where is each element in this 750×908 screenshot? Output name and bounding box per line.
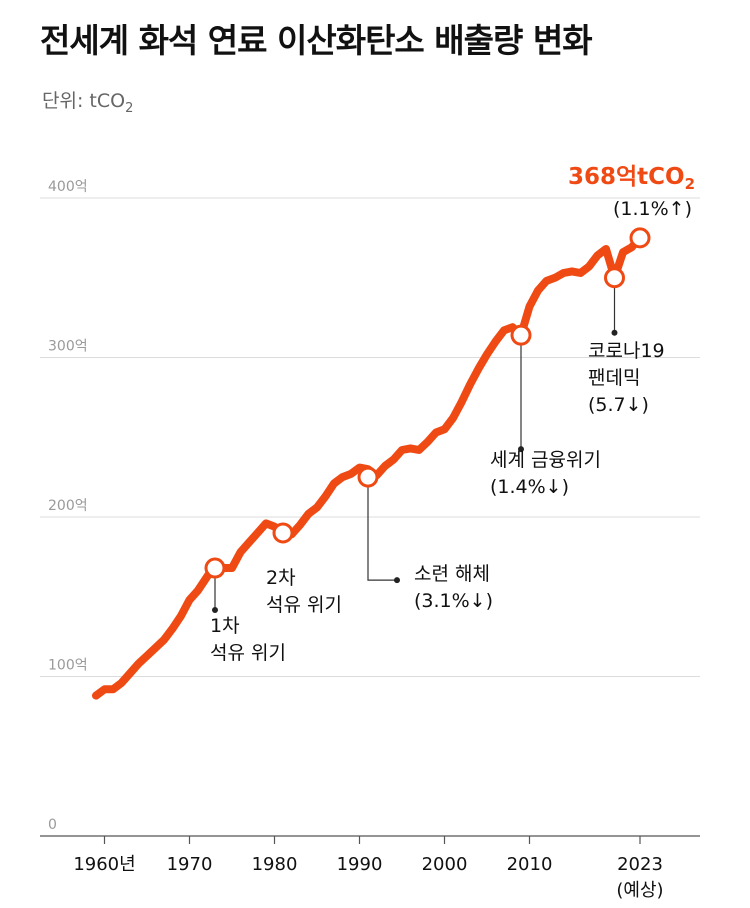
x-tick-label: 1990 xyxy=(337,854,383,875)
latest-value-subscript: 2 xyxy=(685,175,695,193)
chart-title: 전세계 화석 연료 이산화탄소 배출량 변화 xyxy=(40,21,593,60)
x-tick-label: 2000 xyxy=(422,854,468,875)
annotation-leaders xyxy=(212,277,618,614)
annotation-leader-dot xyxy=(518,446,524,453)
annotation-label: 세계 금융위기 xyxy=(490,449,601,471)
annotation-label: (5.7↓) xyxy=(588,394,649,416)
event-marker xyxy=(604,267,625,289)
y-tick-label: 0 xyxy=(48,817,57,833)
y-tick-label: 300억 xyxy=(48,339,88,355)
annotation-label: 1차 xyxy=(210,615,240,637)
annotation-label: 팬데믹 xyxy=(588,367,640,389)
x-tick-label: 1960년 xyxy=(73,854,135,875)
x-tick-label: 2023 xyxy=(617,854,663,875)
unit-label-subscript: 2 xyxy=(125,100,134,116)
annotation-label: 코로나19 xyxy=(588,340,665,362)
gridlines xyxy=(40,197,700,837)
event-marker xyxy=(204,557,226,579)
annotation-leader xyxy=(367,477,397,581)
event-marker xyxy=(510,324,532,346)
latest-value-marker xyxy=(629,227,651,249)
x-tick-label: 1980 xyxy=(252,854,298,875)
annotation-label: 석유 위기 xyxy=(266,594,342,616)
annotation-label: 석유 위기 xyxy=(210,642,286,664)
event-marker xyxy=(357,466,379,488)
annotation-leader-dot xyxy=(394,577,400,584)
latest-value-callout: 368억tCO2 (1.1%↑) xyxy=(568,164,695,249)
unit-label: 단위: tCO2 xyxy=(42,86,133,116)
y-tick-label: 200억 xyxy=(48,498,88,514)
annotation-label: (3.1%↓) xyxy=(414,590,493,612)
x-tick-label: 1970 xyxy=(167,854,213,875)
x-axis: 1960년 1970 1980 1990 2000 2010 2023 (예상) xyxy=(73,836,664,901)
latest-change-label: (1.1%↑) xyxy=(613,198,692,220)
annotation-label: 소련 해체 xyxy=(414,563,490,585)
y-tick-label: 400억 xyxy=(48,179,88,195)
x-tick-sublabel: (예상) xyxy=(616,880,663,901)
annotation-label: 2차 xyxy=(266,567,296,589)
event-marker xyxy=(272,522,294,544)
annotation-label: (1.4%↓) xyxy=(490,476,569,498)
event-markers xyxy=(204,267,625,579)
x-tick-label: 2010 xyxy=(507,854,553,875)
unit-label-text: 단위: tCO xyxy=(42,90,126,112)
y-tick-label: 100억 xyxy=(48,658,88,674)
latest-value-label: 368억tCO2 xyxy=(568,164,695,193)
annotation-leader-dot xyxy=(212,607,218,614)
annotation-leader-dot xyxy=(611,329,618,336)
y-axis-ticks: 0 100억 200억 300억 400억 xyxy=(48,179,88,833)
